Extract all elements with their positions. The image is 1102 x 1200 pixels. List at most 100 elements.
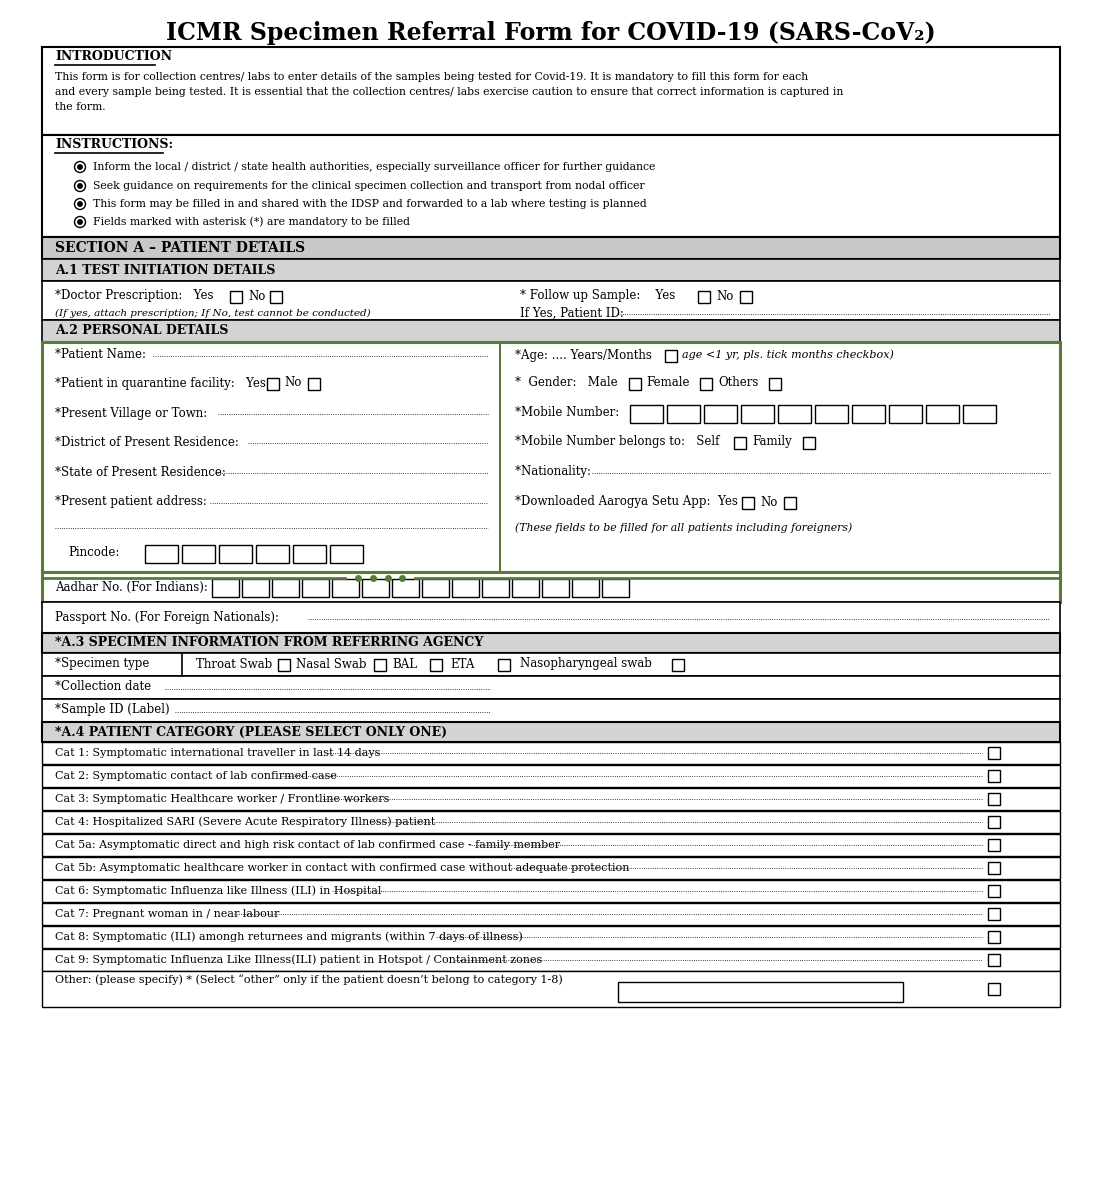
Bar <box>700 378 712 390</box>
Bar <box>42 47 1060 134</box>
Bar <box>742 497 754 509</box>
Bar <box>988 954 1000 966</box>
Text: age <1 yr, pls. tick months checkbox): age <1 yr, pls. tick months checkbox) <box>682 349 894 360</box>
Bar <box>42 926 1060 948</box>
Bar <box>803 437 815 449</box>
Bar <box>926 404 959 422</box>
Text: Cat 6: Symptomatic Influenza like Illness (ILI) in Hospital: Cat 6: Symptomatic Influenza like Illnes… <box>55 886 381 896</box>
Text: (If yes, attach prescription; If No, test cannot be conducted): (If yes, attach prescription; If No, tes… <box>55 308 370 318</box>
Bar <box>42 236 1060 259</box>
Text: *Age: .... Years/Months: *Age: .... Years/Months <box>515 348 652 361</box>
Bar <box>889 404 922 422</box>
Text: *Sample ID (Label): *Sample ID (Label) <box>55 703 170 716</box>
Text: Cat 5a: Asymptomatic direct and high risk contact of lab confirmed case - family: Cat 5a: Asymptomatic direct and high ris… <box>55 840 563 850</box>
Bar <box>42 634 1060 653</box>
Bar <box>329 545 363 563</box>
Text: Cat 5b: Asymptomatic healthcare worker in contact with confirmed case without ad: Cat 5b: Asymptomatic healthcare worker i… <box>55 863 629 874</box>
Bar <box>452 578 479 596</box>
Bar <box>242 578 269 596</box>
Bar <box>332 578 359 596</box>
Bar <box>784 497 796 509</box>
Text: *Specimen type: *Specimen type <box>55 658 150 671</box>
Bar <box>988 908 1000 920</box>
Text: *Collection date: *Collection date <box>55 680 151 694</box>
Bar <box>42 676 1060 698</box>
Bar <box>230 290 242 302</box>
Text: This form is for collection centres/ labs to enter details of the samples being : This form is for collection centres/ lab… <box>55 72 843 112</box>
Text: BAL: BAL <box>392 658 417 671</box>
Bar <box>42 342 1060 572</box>
Bar <box>769 378 781 390</box>
Text: Family: Family <box>752 436 791 449</box>
Circle shape <box>78 202 83 206</box>
Bar <box>988 746 1000 758</box>
Bar <box>498 659 510 671</box>
Bar <box>361 578 389 596</box>
Bar <box>422 578 449 596</box>
Text: *Present Village or Town:: *Present Village or Town: <box>55 407 210 420</box>
Bar <box>741 290 752 302</box>
Text: No: No <box>716 289 733 302</box>
Bar <box>42 259 1060 281</box>
Text: *State of Present Residence:: *State of Present Residence: <box>55 466 226 479</box>
Bar <box>42 811 1060 833</box>
Text: ETA: ETA <box>450 658 474 671</box>
Text: A.1 TEST INITIATION DETAILS: A.1 TEST INITIATION DETAILS <box>55 264 276 276</box>
Bar <box>963 404 996 422</box>
Bar <box>988 793 1000 805</box>
Bar <box>618 982 903 1002</box>
Circle shape <box>75 180 86 192</box>
Bar <box>815 404 849 422</box>
Text: No: No <box>760 496 777 509</box>
Text: *District of Present Residence:: *District of Present Residence: <box>55 436 239 449</box>
Bar <box>42 134 1060 236</box>
Bar <box>988 770 1000 782</box>
Circle shape <box>75 198 86 210</box>
Bar <box>988 931 1000 943</box>
Text: Inform the local / district / state health authorities, especially surveillance : Inform the local / district / state heal… <box>93 162 656 172</box>
Text: *Present patient address:: *Present patient address: <box>55 496 210 509</box>
Text: INSTRUCTIONS:: INSTRUCTIONS: <box>55 138 173 151</box>
Bar <box>182 545 215 563</box>
Bar <box>270 290 282 302</box>
Bar <box>42 902 1060 925</box>
Bar <box>42 698 1060 722</box>
Bar <box>988 886 1000 898</box>
Text: Fields marked with asterisk (*) are mandatory to be filled: Fields marked with asterisk (*) are mand… <box>93 217 410 227</box>
Text: Cat 2: Symptomatic contact of lab confirmed case: Cat 2: Symptomatic contact of lab confir… <box>55 770 337 781</box>
Bar <box>307 378 320 390</box>
Bar <box>42 880 1060 902</box>
Bar <box>542 578 569 596</box>
Bar <box>778 404 811 422</box>
Text: *A.3 SPECIMEN INFORMATION FROM REFERRING AGENCY: *A.3 SPECIMEN INFORMATION FROM REFERRING… <box>55 636 484 649</box>
Bar <box>42 857 1060 878</box>
Bar <box>698 290 710 302</box>
Bar <box>741 404 774 422</box>
Text: Female: Female <box>646 377 690 390</box>
Bar <box>42 653 1060 676</box>
Bar <box>572 578 599 596</box>
Bar <box>482 578 509 596</box>
Bar <box>988 839 1000 851</box>
Text: Seek guidance on requirements for the clinical specimen collection and transport: Seek guidance on requirements for the cl… <box>93 181 645 191</box>
Text: Cat 7: Pregnant woman in / near labour: Cat 7: Pregnant woman in / near labour <box>55 910 280 919</box>
Text: Cat 1: Symptomatic international traveller in last 14 days: Cat 1: Symptomatic international travell… <box>55 748 380 758</box>
Text: *A.4 PATIENT CATEGORY (PLEASE SELECT ONLY ONE): *A.4 PATIENT CATEGORY (PLEASE SELECT ONL… <box>55 726 447 738</box>
Bar <box>665 350 677 362</box>
Bar <box>667 404 700 422</box>
Text: *Patient Name:: *Patient Name: <box>55 348 150 361</box>
Bar <box>42 742 1060 764</box>
Text: * Follow up Sample:    Yes: * Follow up Sample: Yes <box>520 289 676 302</box>
Text: Throat Swab: Throat Swab <box>196 658 272 671</box>
Text: *  Gender:   Male: * Gender: Male <box>515 377 617 390</box>
Text: Passport No. (For Foreign Nationals):: Passport No. (For Foreign Nationals): <box>55 611 283 624</box>
Bar <box>734 437 746 449</box>
Bar <box>374 659 386 671</box>
Bar <box>42 281 1060 320</box>
Text: Cat 4: Hospitalized SARI (Severe Acute Respiratory Illness) patient: Cat 4: Hospitalized SARI (Severe Acute R… <box>55 817 435 827</box>
Bar <box>42 834 1060 856</box>
Text: *Doctor Prescription:   Yes: *Doctor Prescription: Yes <box>55 289 214 302</box>
Bar <box>672 659 684 671</box>
Bar <box>212 578 239 596</box>
Circle shape <box>78 164 83 169</box>
